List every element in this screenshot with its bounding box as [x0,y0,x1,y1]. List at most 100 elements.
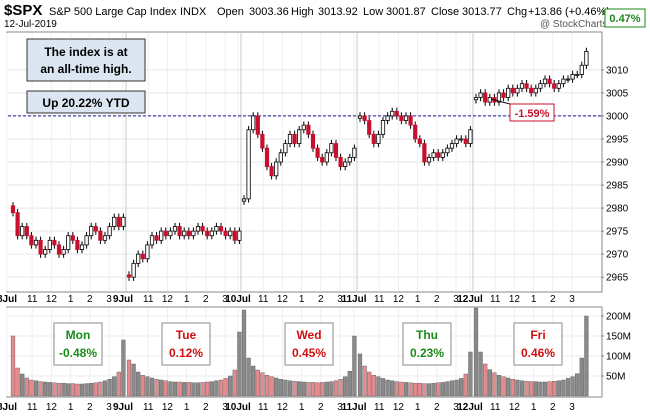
volume-bar [426,383,432,397]
candle-body [218,226,224,232]
volume-bar [93,382,98,397]
candle-body [10,205,16,214]
candle-body [524,83,529,89]
annotation-ath-line1: The index is at [44,45,127,59]
volume-bar [445,381,450,397]
volume-bar [61,383,66,397]
annotation-ath-line2: an all-time high. [40,62,131,76]
annotation-ath-box [26,38,146,82]
day-box-fri: Fri 0.46% [513,322,563,366]
volume-bar [274,377,279,397]
volume-bar [399,381,404,397]
candle-body [440,152,445,158]
exchange: INDX [180,6,207,18]
candle-body [459,138,464,141]
volume-bar [126,359,132,397]
volume-bar [33,380,39,397]
price-tick-label: 2985 [606,181,629,192]
volume-bar [315,382,320,397]
candle-body [182,230,187,237]
candle-body [473,97,479,101]
candle-body [506,87,511,98]
candle-body [371,133,376,144]
volume-bar [320,382,325,397]
price-tick-label: 2975 [606,227,629,238]
candle-body [107,226,112,237]
day-box-name: Tue [176,328,197,342]
candle-body [436,152,441,158]
annotation-loss: -1.59% [490,98,555,122]
volume-bar [436,382,441,397]
candle-body [385,115,390,121]
candle-body [487,97,492,103]
x-tick-label: 3 [569,294,575,305]
volume-bar [552,381,557,397]
volume-tick-label: 200M [606,312,631,323]
candle-body [570,74,575,80]
volume-bar [38,381,43,397]
x-tick-label: 2 [318,294,324,305]
price-tick-label: 3010 [606,65,629,76]
x-tick-label: 1 [68,402,74,413]
volume-bar [542,381,548,397]
symbol: $SPX [4,2,42,19]
low-value: 3001.87 [386,6,426,18]
x-tick-label: 2 [87,402,93,413]
candle-body [468,129,473,144]
x-tick-label: 1 [531,402,537,413]
candle-body [347,156,352,163]
volume-bar [371,375,376,397]
x-tick-label: 8Jul [0,294,17,305]
candle-body [126,274,132,278]
candle-body [33,239,39,246]
volume-bar [519,380,525,397]
high-label: High [291,6,314,18]
x-tick-label: 12 [162,294,174,305]
candle-body [43,249,48,255]
volume-bar [463,373,468,397]
volume-bar [292,381,297,397]
volume-bar [246,357,251,397]
candle-body [292,133,297,144]
volume-bar [269,376,274,397]
volume-bar [417,383,422,397]
x-tick-label: 11 [143,402,154,413]
candle-body [52,239,57,246]
candle-body [287,133,293,144]
x-tick-label: 1 [68,294,74,305]
price-axis: 2965 2970 2975 2980 2985 2990 2995 3000 3005 3010 [601,65,629,284]
day-box-pct: 0.45% [292,346,326,360]
candle-body [61,249,66,255]
x-tick-label: 3 [337,294,343,305]
volume-bar [75,383,80,397]
volume-bar [66,383,71,397]
candle-body [56,244,62,255]
candle-body [394,110,399,117]
volume-bar [182,382,187,397]
volume-bar [310,382,316,397]
x-tick-label: 12 [509,294,521,305]
volume-bar [459,378,464,397]
volume-bar [385,379,390,397]
volume-bar [52,382,57,397]
x-tick-label: 3 [453,402,459,413]
price-tick-label: 2990 [606,158,629,169]
volume-bar [10,335,16,397]
candle-body [547,78,552,85]
x-tick-label: 1 [531,294,537,305]
candle-body [561,78,566,85]
chg-label: Chg [507,6,527,18]
candle-body [93,226,98,232]
volume-bar [159,379,164,397]
volume-bar [408,382,413,397]
volume-bar [195,382,201,397]
volume-bar [251,365,256,397]
candle-body [149,235,155,246]
index-name: S&P 500 Large Cap Index [49,6,177,18]
candle-body [24,226,29,237]
candle-body [301,124,306,131]
volume-bar [468,351,473,397]
candle-body [408,115,413,126]
volume-bar [29,379,34,397]
volume-bar [538,381,543,397]
